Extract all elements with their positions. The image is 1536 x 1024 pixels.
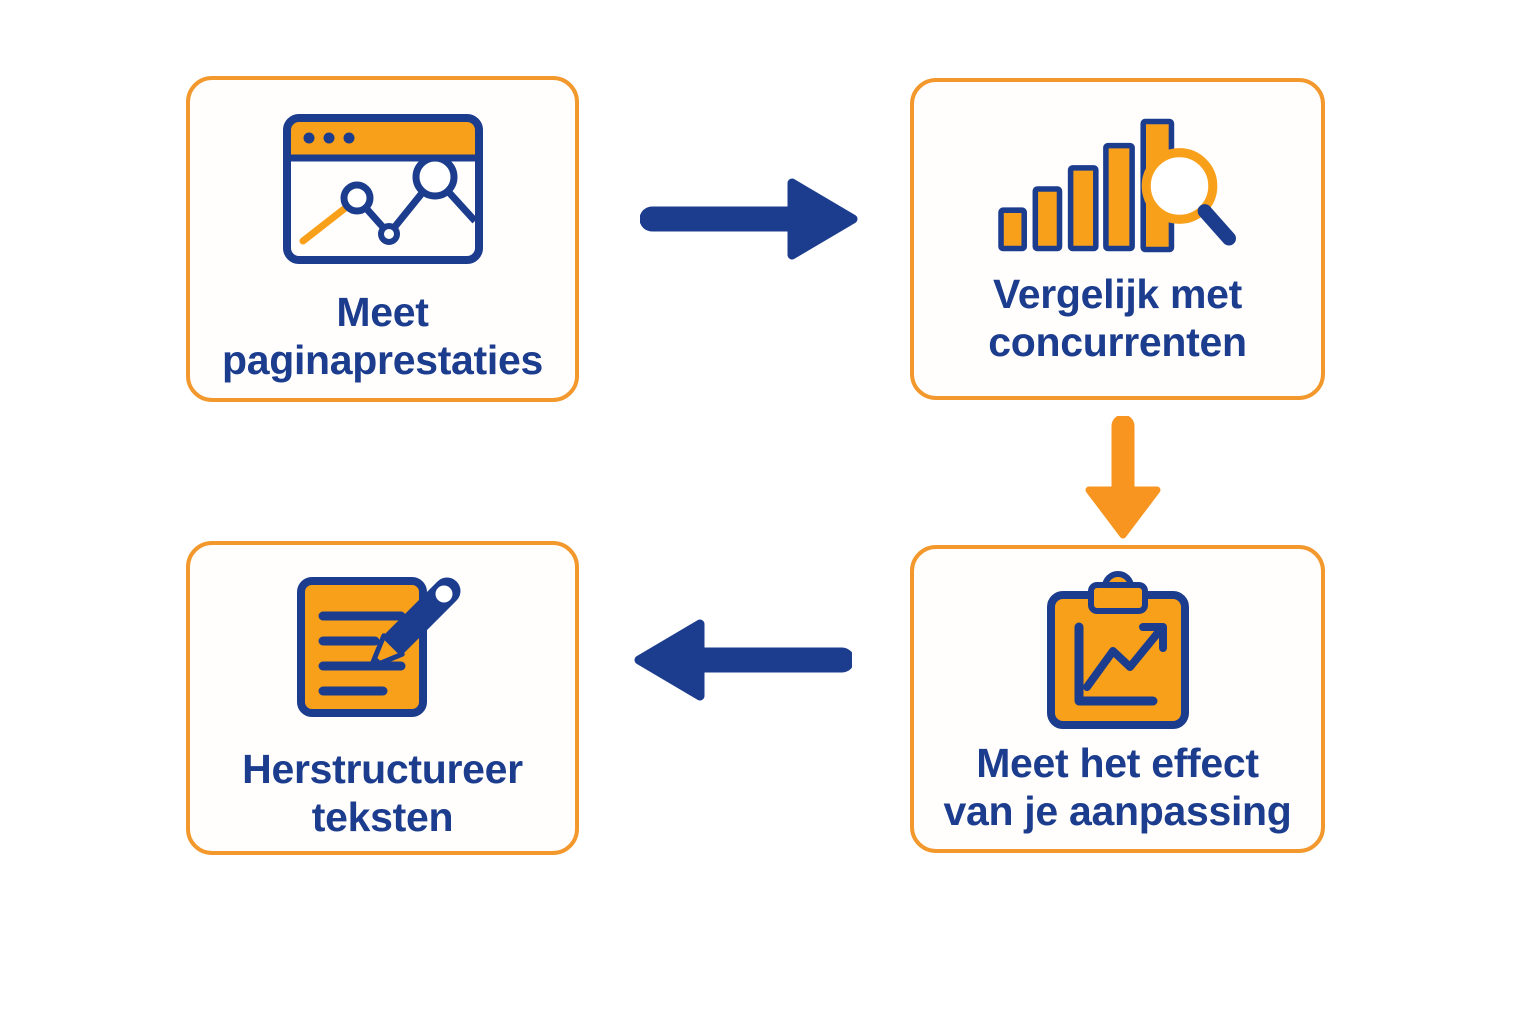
step-label: Meet het effect van je aanpassing bbox=[943, 739, 1291, 835]
step-label: Herstructureer teksten bbox=[242, 745, 523, 841]
step-label-line2: concurrenten bbox=[988, 319, 1247, 365]
arrow-left-icon bbox=[634, 619, 852, 701]
step-label-line1: Herstructureer bbox=[242, 746, 523, 792]
clipboard-chart-icon bbox=[1043, 563, 1193, 735]
step-label-line2: van je aanpassing bbox=[943, 788, 1292, 834]
bar-chart-magnifier-icon bbox=[997, 118, 1238, 254]
step-label-line1: Meet bbox=[336, 289, 429, 335]
step-box-vergelijk-met-concurrenten: Vergelijk met concurrenten bbox=[910, 78, 1325, 400]
step-label-line2: paginaprestaties bbox=[221, 337, 544, 383]
document-pencil-icon bbox=[295, 571, 470, 721]
step-label-line1: Vergelijk met bbox=[992, 271, 1243, 317]
step-box-herstructureer-teksten: Herstructureer teksten bbox=[186, 541, 579, 855]
step-label: Meet paginaprestaties bbox=[222, 288, 543, 384]
step-label-line1: Meet het effect bbox=[976, 740, 1259, 786]
arrow-right-icon bbox=[640, 178, 858, 260]
arrow-down-icon bbox=[1085, 416, 1161, 539]
step-box-meet-het-effect: Meet het effect van je aanpassing bbox=[910, 545, 1325, 853]
step-box-meet-paginaprestaties: Meet paginaprestaties bbox=[186, 76, 579, 402]
step-label: Vergelijk met concurrenten bbox=[988, 270, 1247, 366]
browser-analytics-icon bbox=[282, 114, 483, 264]
step-label-line2: teksten bbox=[311, 794, 454, 840]
